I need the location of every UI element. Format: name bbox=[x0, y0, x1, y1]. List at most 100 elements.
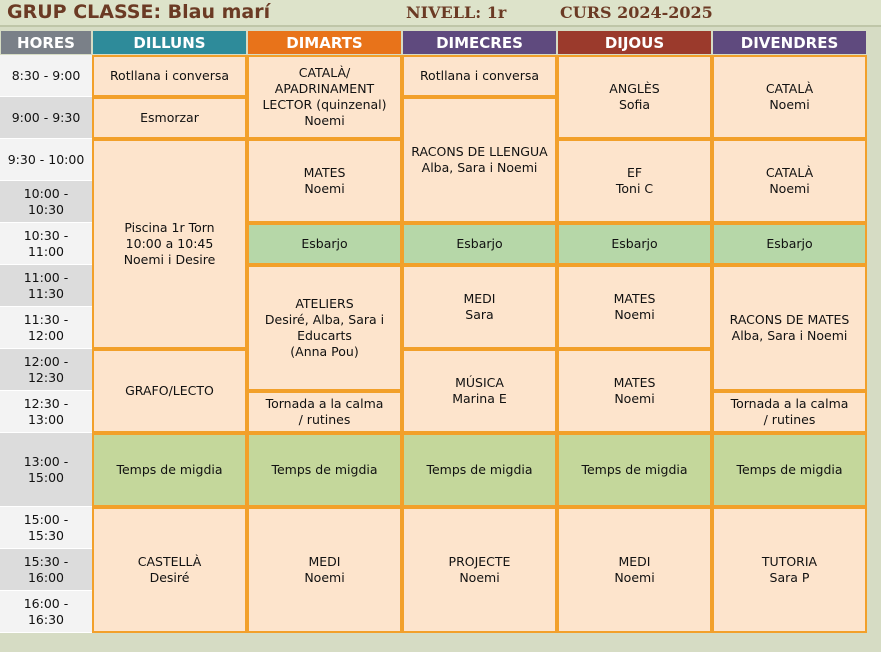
activity-line: Esbarjo bbox=[301, 236, 348, 251]
activity-cell: Piscina 1r Torn 10:00 a 10:45 Noemi i Desi… bbox=[92, 139, 247, 349]
activity-line: MEDI bbox=[463, 291, 496, 306]
activity-line: EF bbox=[626, 165, 643, 180]
day-header-dimarts: DIMARTS bbox=[247, 30, 402, 55]
activity-cell: Esmorzar bbox=[92, 97, 247, 139]
activity-line: Sara bbox=[465, 307, 494, 322]
activity-line: Tornada a la calma bbox=[265, 396, 384, 411]
time-slot: 13:00 - 15:00 bbox=[0, 433, 92, 507]
level-label: NIVELL: 1r bbox=[406, 3, 507, 22]
activity-line: TUTORIA bbox=[761, 554, 818, 569]
activity-cell: ANGLÈS Sofia bbox=[557, 55, 712, 139]
activity-line: MATES bbox=[613, 375, 656, 390]
activity-cell: Esbarjo bbox=[712, 223, 867, 265]
time-slot: 10:00 - 10:30 bbox=[0, 181, 92, 223]
activity-line: Esbarjo bbox=[456, 236, 503, 251]
activity-cell: Esbarjo bbox=[557, 223, 712, 265]
activity-line: (Anna Pou) bbox=[290, 344, 359, 359]
activity-cell: CATALÀ Noemi bbox=[712, 139, 867, 223]
activity-line: 10:00 a 10:45 bbox=[125, 236, 214, 251]
time-slot: 9:00 - 9:30 bbox=[0, 97, 92, 139]
activity-cell: TUTORIA Sara P bbox=[712, 507, 867, 633]
activity-line: Marina E bbox=[452, 391, 507, 406]
activity-line: Tornada a la calma bbox=[730, 396, 849, 411]
day-header-dijous: DIJOUS bbox=[557, 30, 712, 55]
activity-cell: MEDI Noemi bbox=[247, 507, 402, 633]
activity-line: CATALÀ bbox=[765, 165, 814, 180]
activity-line: CASTELLÀ bbox=[137, 554, 202, 569]
activity-cell: MATES Noemi bbox=[557, 349, 712, 433]
activity-line: Alba, Sara i Noemi bbox=[731, 328, 848, 343]
activity-line: MEDI bbox=[618, 554, 651, 569]
activity-cell: RACONS DE MATES Alba, Sara i Noemi bbox=[712, 265, 867, 391]
activity-line: Sara P bbox=[769, 570, 810, 585]
activity-line: ATELIERS bbox=[295, 296, 354, 311]
activity-line: / rutines bbox=[763, 412, 816, 427]
activity-line: Noemi bbox=[769, 97, 810, 112]
activity-cell: Rotllana i conversa bbox=[402, 55, 557, 97]
activity-line: Toni C bbox=[615, 181, 654, 196]
activity-line: Esbarjo bbox=[766, 236, 813, 251]
activity-line: Temps de migdia bbox=[271, 462, 378, 477]
activity-cell: PROJECTE Noemi bbox=[402, 507, 557, 633]
time-slot: 11:30 - 12:00 bbox=[0, 307, 92, 349]
day-header-dilluns: DILLUNS bbox=[92, 30, 247, 55]
activity-line: Desiré, Alba, Sara i bbox=[264, 312, 385, 327]
activity-line: APADRINAMENT bbox=[274, 81, 375, 96]
activity-cell: CASTELLÀ Desiré bbox=[92, 507, 247, 633]
activity-line: Piscina 1r Torn bbox=[124, 220, 215, 235]
time-slot: 11:00 - 11:30 bbox=[0, 265, 92, 307]
activity-line: Temps de migdia bbox=[736, 462, 843, 477]
activity-line: / rutines bbox=[298, 412, 351, 427]
activity-line: Temps de migdia bbox=[426, 462, 533, 477]
activity-cell: Esbarjo bbox=[402, 223, 557, 265]
activity-line: Noemi bbox=[769, 181, 810, 196]
time-slot: 8:30 - 9:00 bbox=[0, 55, 92, 97]
activity-line: Rotllana i conversa bbox=[109, 68, 230, 83]
activity-line: Desiré bbox=[149, 570, 190, 585]
activity-cell: RACONS DE LLENGUA Alba, Sara i Noemi bbox=[402, 97, 557, 223]
activity-cell: Tornada a la calma / rutines bbox=[712, 391, 867, 433]
activity-cell: CATALÀ Noemi bbox=[712, 55, 867, 139]
activity-line: MATES bbox=[303, 165, 346, 180]
title-bar: GRUP CLASSE: Blau marí NIVELL: 1r CURS 2… bbox=[0, 0, 881, 27]
activity-cell: Tornada a la calma / rutines bbox=[247, 391, 402, 433]
activity-line: RACONS DE LLENGUA bbox=[411, 144, 548, 159]
activity-cell: Temps de migdia bbox=[712, 433, 867, 507]
activity-line: Sofia bbox=[618, 97, 651, 112]
activity-cell: Temps de migdia bbox=[557, 433, 712, 507]
day-header-divendres: DIVENDRES bbox=[712, 30, 867, 55]
day-header-dimecres: DIMECRES bbox=[402, 30, 557, 55]
activity-line: MÚSICA bbox=[455, 375, 504, 390]
time-slot: 16:00 - 16:30 bbox=[0, 591, 92, 633]
activity-line: PROJECTE bbox=[448, 554, 511, 569]
activity-cell: MÚSICA Marina E bbox=[402, 349, 557, 433]
time-slot: 15:00 - 15:30 bbox=[0, 507, 92, 549]
activity-line: ANGLÈS bbox=[609, 81, 660, 96]
activity-cell: Esbarjo bbox=[247, 223, 402, 265]
activity-line: LECTOR (quinzenal) bbox=[262, 97, 387, 112]
activity-cell: Temps de migdia bbox=[92, 433, 247, 507]
activity-line: Esbarjo bbox=[611, 236, 658, 251]
activity-cell: Temps de migdia bbox=[247, 433, 402, 507]
group-title: GRUP CLASSE: Blau marí bbox=[7, 1, 271, 23]
activity-line: Noemi bbox=[459, 570, 500, 585]
activity-cell: GRAFO/LECTO bbox=[92, 349, 247, 433]
activity-line: Esmorzar bbox=[140, 110, 199, 125]
time-slot: 12:00 - 12:30 bbox=[0, 349, 92, 391]
activity-line: Rotllana i conversa bbox=[419, 68, 540, 83]
activity-line: RACONS DE MATES bbox=[729, 312, 850, 327]
time-slot: 15:30 - 16:00 bbox=[0, 549, 92, 591]
activity-line: Noemi bbox=[614, 307, 655, 322]
activity-line: Alba, Sara i Noemi bbox=[421, 160, 538, 175]
activity-line: Noemi bbox=[304, 570, 345, 585]
school-year-label: CURS 2024-2025 bbox=[560, 3, 713, 22]
activity-line: GRAFO/LECTO bbox=[125, 383, 214, 398]
activity-line: Noemi i Desire bbox=[123, 252, 216, 267]
activity-line: Educarts bbox=[297, 328, 352, 343]
time-slot: 10:30 - 11:00 bbox=[0, 223, 92, 265]
activity-cell: MEDI Sara bbox=[402, 265, 557, 349]
time-slot: 9:30 - 10:00 bbox=[0, 139, 92, 181]
activity-line: Temps de migdia bbox=[581, 462, 688, 477]
activity-line: CATALÀ bbox=[765, 81, 814, 96]
activity-line: CATALÀ/ bbox=[298, 65, 351, 80]
